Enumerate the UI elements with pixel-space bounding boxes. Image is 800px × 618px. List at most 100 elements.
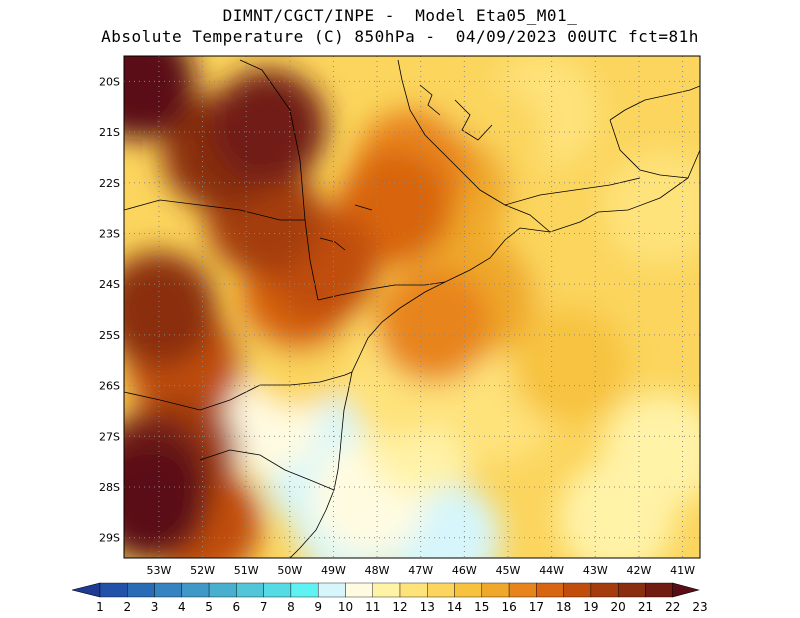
state-border-mg-es — [609, 85, 700, 121]
lon-label-45W: 45W — [496, 564, 521, 577]
colorbar-swatch-12 — [399, 582, 428, 598]
lat-label-24S: 24S — [99, 278, 120, 291]
state-border-pr-sc — [229, 371, 353, 401]
colorbar-label-21: 21 — [638, 600, 653, 614]
state-border-ms-sp — [239, 59, 319, 301]
temperature-cell-8 — [559, 459, 676, 558]
colorbar-label-7: 7 — [260, 600, 268, 614]
lon-label-42W: 42W — [626, 564, 651, 577]
lat-label-20S: 20S — [99, 75, 120, 88]
plot-frame — [123, 55, 701, 559]
colorbar-label-19: 19 — [583, 600, 598, 614]
colorbar-label-20: 20 — [611, 600, 626, 614]
lat-label-22S: 22S — [99, 177, 120, 190]
colorbar-label-23: 23 — [692, 600, 707, 614]
lon-label-43W: 43W — [583, 564, 608, 577]
temperature-field — [124, 56, 700, 558]
reservoir-1 — [419, 84, 441, 116]
colorbar-label-12: 12 — [392, 600, 407, 614]
state-border-argentina — [124, 391, 231, 411]
temperature-cell-11 — [602, 150, 700, 267]
lon-label-41W: 41W — [670, 564, 695, 577]
colorbar-label-3: 3 — [151, 600, 159, 614]
lon-label-44W: 44W — [539, 564, 564, 577]
reservoir-4 — [354, 204, 373, 211]
colorbar-swatch-7 — [263, 582, 292, 598]
lat-label-23S: 23S — [99, 227, 120, 240]
colorbar-swatch-11 — [372, 582, 401, 598]
colorbar-swatch-3 — [154, 582, 183, 598]
colorbar-label-14: 14 — [447, 600, 462, 614]
colorbar-swatch-2 — [127, 582, 155, 598]
lon-label-47W: 47W — [408, 564, 433, 577]
colorbar-swatch-5 — [208, 582, 237, 598]
chart-title-line2: Absolute Temperature (C) 850hPa - 04/09/… — [101, 27, 699, 46]
colorbar-swatch-14 — [454, 582, 483, 598]
colorbar-swatch-8 — [290, 582, 319, 598]
colorbar-label-8: 8 — [287, 600, 295, 614]
lon-label-50W: 50W — [277, 564, 302, 577]
colorbar-label-5: 5 — [205, 600, 213, 614]
colorbar-label-6: 6 — [233, 600, 241, 614]
lat-label-28S: 28S — [99, 481, 120, 494]
state-border-sc-rs — [199, 449, 335, 491]
colorbar-label-17: 17 — [529, 600, 544, 614]
colorbar-swatch-1 — [99, 582, 128, 598]
graticule — [124, 56, 700, 558]
lat-label-29S: 29S — [99, 532, 120, 545]
state-border-rj — [609, 119, 689, 179]
colorbar-swatch-18 — [563, 582, 592, 598]
temperature-cell-34 — [124, 444, 209, 558]
lon-label-48W: 48W — [365, 564, 390, 577]
colorbar-swatch-13 — [427, 582, 455, 598]
colorbar-swatch-9 — [317, 582, 346, 598]
colorbar: 1 2 3 4 5 6 7 8 9 10 11 12 13 14 15 16 17 18 19 20 21 22 23 — [71, 582, 708, 614]
longitude-labels: 53W 52W 51W 50W 49W 48W 47W 46W 45W 44W 43W 42W 41W — [146, 564, 695, 577]
colorbar-label-15: 15 — [474, 600, 489, 614]
lon-label-51W: 51W — [234, 564, 259, 577]
state-border-sp-mg — [397, 59, 551, 233]
colorbar-swatch-21 — [645, 582, 673, 598]
colorbar-swatch-6 — [236, 582, 264, 598]
lat-label-21S: 21S — [99, 126, 120, 139]
lat-label-26S: 26S — [99, 380, 120, 393]
reservoir-3 — [319, 237, 346, 251]
temperature-cell-31 — [210, 68, 326, 185]
lon-label-53W: 53W — [146, 564, 171, 577]
colorbar-label-2: 2 — [123, 600, 131, 614]
latitude-labels: 20S 21S 22S 23S 24S 25S 26S 27S 28S 29S — [99, 75, 120, 544]
colorbar-label-16: 16 — [501, 600, 516, 614]
colorbar-swatch-19 — [590, 582, 619, 598]
colorbar-label-1: 1 — [96, 600, 104, 614]
colorbar-swatch-4 — [181, 582, 210, 598]
reservoir-2 — [454, 99, 493, 141]
colorbar-label-4: 4 — [178, 600, 186, 614]
colorbar-min-arrow — [71, 582, 101, 598]
colorbar-label-13: 13 — [420, 600, 435, 614]
coastline — [289, 149, 700, 558]
lat-label-25S: 25S — [99, 329, 120, 342]
colorbar-label-9: 9 — [314, 600, 322, 614]
temperature-cell-17 — [511, 307, 628, 424]
lat-label-27S: 27S — [99, 430, 120, 443]
colorbar-label-11: 11 — [365, 600, 380, 614]
colorbar-swatch-16 — [508, 582, 537, 598]
state-border-pr-sp — [317, 281, 446, 301]
colorbar-swatch-10 — [345, 582, 373, 598]
chart-title-line1: DIMNT/CGCT/INPE - Model Eta05_M01_ — [222, 6, 578, 25]
lon-label-49W: 49W — [321, 564, 346, 577]
colorbar-label-10: 10 — [338, 600, 353, 614]
colorbar-label-22: 22 — [665, 600, 680, 614]
lon-label-52W: 52W — [190, 564, 215, 577]
colorbar-swatch-20 — [617, 582, 646, 598]
lon-label-46W: 46W — [452, 564, 477, 577]
colorbar-swatch-15 — [481, 582, 510, 598]
temperature-cell-33 — [124, 56, 196, 140]
colorbar-max-arrow — [672, 582, 700, 598]
temperature-cell-30 — [124, 251, 217, 368]
colorbar-label-18: 18 — [556, 600, 571, 614]
colorbar-swatch-17 — [536, 582, 564, 598]
temperature-cell-21 — [375, 266, 492, 383]
state-border-pr-west — [124, 199, 305, 221]
